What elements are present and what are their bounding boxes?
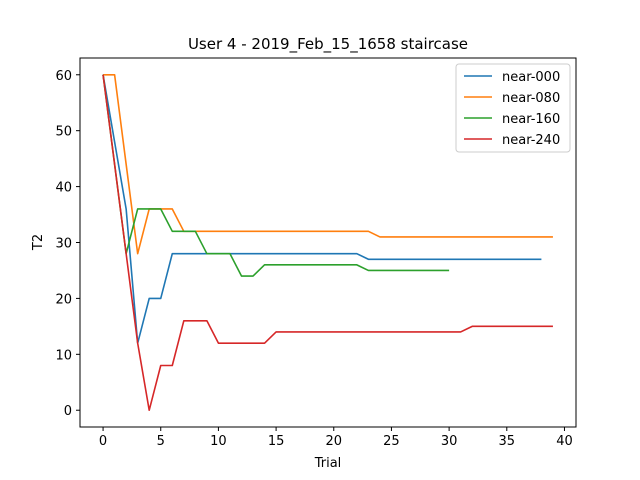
y-tick-label: 10 xyxy=(55,348,72,363)
series-line-near-160 xyxy=(102,74,450,277)
series-line-near-080 xyxy=(103,73,553,255)
x-tick-label: 25 xyxy=(383,434,400,449)
x-tick-label: 0 xyxy=(99,434,107,449)
x-tick-label: 5 xyxy=(157,434,165,449)
series-line-near-000 xyxy=(102,74,542,344)
legend-label-near-240: near-240 xyxy=(502,133,560,148)
legend: near-000 near-080 near-160 near-240 xyxy=(455,63,571,153)
y-axis-label: T2 xyxy=(31,234,46,251)
x-tick-label: 20 xyxy=(325,434,342,449)
chart-title: User 4 - 2019_Feb_15_1658 staircase xyxy=(188,35,468,54)
x-tick-label: 30 xyxy=(441,434,458,449)
y-tick-label: 20 xyxy=(55,292,72,307)
x-tick-label: 40 xyxy=(556,434,573,449)
y-tick-label: 60 xyxy=(55,69,72,84)
legend-label-near-080: near-080 xyxy=(502,91,560,106)
x-tick-label: 15 xyxy=(268,434,285,449)
y-tick-label: 50 xyxy=(55,125,72,140)
x-axis-label: Trial xyxy=(314,456,342,471)
y-tick-label: 40 xyxy=(55,181,72,196)
y-tick-label: 0 xyxy=(64,404,72,419)
y-tick-label: 30 xyxy=(55,237,72,252)
x-tick-label: 35 xyxy=(499,434,516,449)
legend-label-near-160: near-160 xyxy=(502,112,560,127)
series-line-near-240 xyxy=(102,74,553,412)
legend-box xyxy=(455,63,571,153)
legend-label-near-000: near-000 xyxy=(502,70,560,85)
x-tick-label: 10 xyxy=(210,434,227,449)
